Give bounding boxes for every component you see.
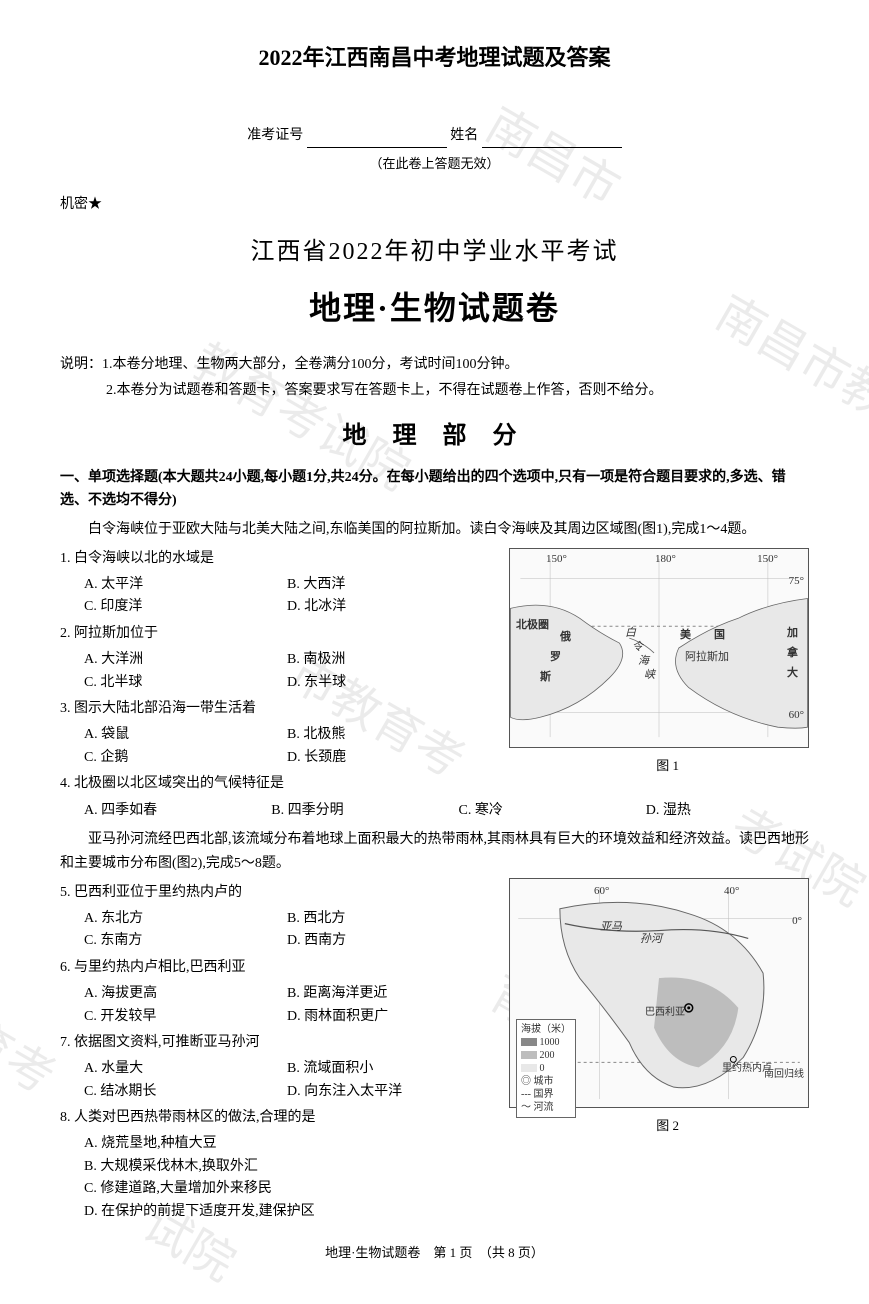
part-heading: 一、单项选择题(本大题共24小题,每小题1分,共24分。在每小题给出的四个选项中… [60,467,809,512]
q3-opt-c: C. 企鹅 [84,747,287,769]
fig1-canada2: 拿 [787,645,798,663]
instruction-line-2: 2.本卷分为试题卷和答题卡，答案要求写在答题卡上，不得在试题卷上作答，否则不给分… [60,378,809,403]
page-title: 2022年江西南昌中考地理试题及答案 [60,40,809,75]
q4-opt-a: A. 四季如春 [60,800,247,822]
q5-opt-d: D. 西南方 [287,930,490,952]
q6-opt-c: C. 开发较早 [84,1006,287,1028]
notice-invalid: （在此卷上答题无效） [60,154,809,175]
fig2-tropic: 南回归线 [764,1067,804,1083]
figure-2-map: 60° 40° 0° 亚马 孙河 巴西利亚 里约热内卢 南回归线 海拔（米） 1… [509,878,809,1108]
q1-opt-b: B. 大西洋 [287,574,490,596]
q1-opt-a: A. 太平洋 [84,574,287,596]
q3-opt-a: A. 袋鼠 [84,724,287,746]
exam-id-blank [307,132,447,148]
secret-label: 机密★ [60,194,809,216]
fig2-lon-40: 40° [724,883,739,901]
exam-id-label: 准考证号 [247,128,303,143]
content-area: 150° 180° 150° 75° 60° 北极圈 俄 罗 斯 白 令 海 峡… [60,548,809,1223]
q1-stem: 1. 白令海峡以北的水域是 [60,548,490,570]
q3-stem: 3. 图示大陆北部沿海一带生活着 [60,698,490,720]
fig2-brasilia: 巴西利亚 [645,1005,685,1021]
figure-1-caption: 图 1 [656,756,679,777]
q6-opt-d: D. 雨林面积更广 [287,1006,490,1028]
q7-opt-c: C. 结冰期长 [84,1081,287,1103]
q2-opt-d: D. 东半球 [287,672,490,694]
q5-opt-b: B. 西北方 [287,908,490,930]
q2-opt-b: B. 南极洲 [287,649,490,671]
fig1-russia2: 罗 [550,649,561,667]
q5-stem: 5. 巴西利亚位于里约热内卢的 [60,882,490,904]
fig1-canada1: 加 [787,625,798,643]
q2-opt-a: A. 大洋洲 [84,649,287,671]
fig2-amazon1: 亚马 [600,919,622,937]
figure-2-caption: 图 2 [656,1116,679,1137]
q8-opt-a: A. 烧荒垦地,种植大豆 [84,1133,490,1155]
fig2-legend-200: 200 [540,1050,555,1061]
q6-stem: 6. 与里约热内卢相比,巴西利亚 [60,957,490,979]
q4-stem: 4. 北极圈以北区域突出的气候特征是 [60,773,809,795]
fig2-legend-border: 国界 [534,1089,554,1100]
fig2-amazon2: 孙河 [640,931,662,949]
q7-opt-a: A. 水量大 [84,1058,287,1080]
section-title: 地 理 部 分 [60,417,809,455]
q8-opt-c: C. 修建道路,大量增加外来移民 [84,1178,490,1200]
main-title: 地理·生物试题卷 [60,283,809,334]
instruction-line-1: 说明：1.本卷分地理、生物两大部分，全卷满分100分，考试时间100分钟。 [60,352,809,377]
q1-opt-d: D. 北冰洋 [287,596,490,618]
passage-2: 亚马孙河流经巴西北部,该流域分布着地球上面积最大的热带雨林,其雨林具有巨大的环境… [60,828,809,876]
name-label: 姓名 [450,128,478,143]
fig2-legend-river: 河流 [534,1102,554,1113]
fig1-russia3: 斯 [540,669,551,687]
q5-opt-c: C. 东南方 [84,930,287,952]
fig1-lat-75: 75° [789,573,804,591]
q8-opt-d: D. 在保护的前提下适度开发,建保护区 [84,1201,490,1223]
fig1-alaska: 阿拉斯加 [685,649,729,667]
q7-stem: 7. 依据图文资料,可推断亚马孙河 [60,1032,490,1054]
fig2-legend-city: 城市 [534,1076,554,1087]
fig1-lon-150: 150° [546,551,567,569]
q7-opt-d: D. 向东注入太平洋 [287,1081,490,1103]
fig2-lon-60: 60° [594,883,609,901]
q8-opt-b: B. 大规模采伐林木,换取外汇 [84,1156,490,1178]
q2-stem: 2. 阿拉斯加位于 [60,623,490,645]
fig2-legend-0: 0 [540,1063,545,1074]
watermark: 育考 [0,1001,69,1116]
fig1-lat-60: 60° [789,707,804,725]
q4-opt-b: B. 四季分明 [247,800,434,822]
fig2-legend-title: 海拔（米） [521,1023,571,1036]
instructions: 说明：1.本卷分地理、生物两大部分，全卷满分100分，考试时间100分钟。 2.… [60,352,809,402]
fig1-russia1: 俄 [560,629,571,647]
fig1-canada3: 大 [787,665,798,683]
fig1-usa: 美 国 [680,627,731,645]
page-footer: 地理·生物试题卷 第 1 页 （共 8 页） [60,1243,809,1264]
fig2-lat-0: 0° [792,913,802,931]
fig1-strait4: 峡 [644,667,655,685]
q5-opt-a: A. 东北方 [84,908,287,930]
passage-1: 白令海峡位于亚欧大陆与北美大陆之间,东临美国的阿拉斯加。读白令海峡及其周边区域图… [60,518,809,542]
q3-opt-d: D. 长颈鹿 [287,747,490,769]
q7-opt-b: B. 流域面积小 [287,1058,490,1080]
q2-opt-c: C. 北半球 [84,672,287,694]
exam-id-row: 准考证号 姓名 [60,125,809,147]
q6-opt-b: B. 距离海洋更近 [287,983,490,1005]
fig1-arctic: 北极圈 [516,617,549,635]
fig1-lon-180: 180° [655,551,676,569]
region-title: 江西省2022年初中学业水平考试 [60,233,809,271]
name-blank [482,132,622,148]
fig2-legend-1000: 1000 [540,1037,560,1048]
q8-stem: 8. 人类对巴西热带雨林区的做法,合理的是 [60,1107,490,1129]
figure-1-map: 150° 180° 150° 75° 60° 北极圈 俄 罗 斯 白 令 海 峡… [509,548,809,748]
q4-opt-d: D. 湿热 [622,800,809,822]
q4-opt-c: C. 寒冷 [435,800,622,822]
fig2-legend: 海拔（米） 1000 200 0 ◎ 城市 --- 国界 ～ 河流 [516,1019,576,1118]
fig1-lon-150r: 150° [757,551,778,569]
q1-opt-c: C. 印度洋 [84,596,287,618]
q3-opt-b: B. 北极熊 [287,724,490,746]
q6-opt-a: A. 海拔更高 [84,983,287,1005]
